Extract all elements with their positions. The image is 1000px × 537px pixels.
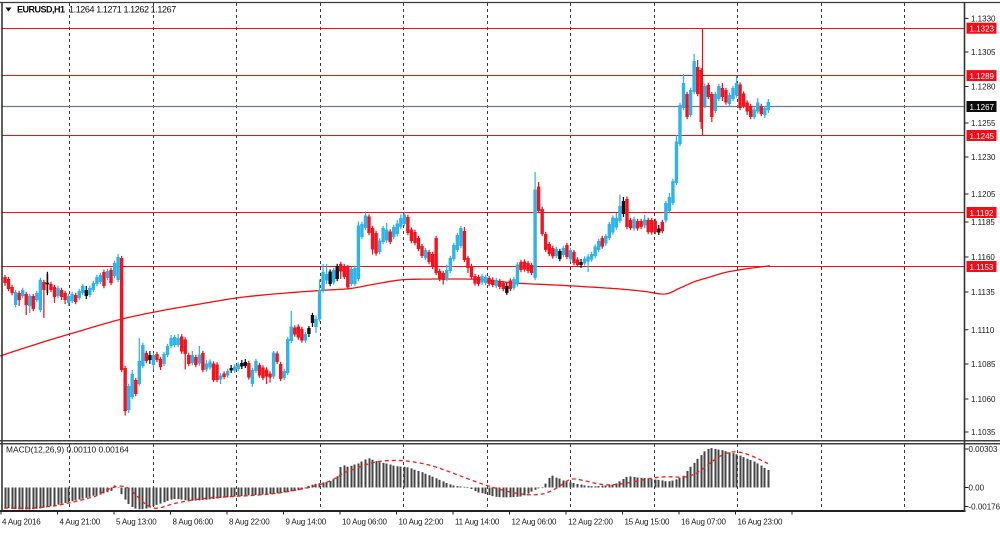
svg-text:9 Aug 14:00: 9 Aug 14:00	[286, 518, 327, 527]
svg-text:4 Aug 21:00: 4 Aug 21:00	[60, 518, 101, 527]
svg-text:1.1323: 1.1323	[970, 25, 995, 34]
svg-text:1.1280: 1.1280	[971, 83, 996, 92]
svg-text:1.1255: 1.1255	[971, 119, 996, 128]
svg-text:1.1060: 1.1060	[971, 395, 996, 404]
svg-text:11 Aug 14:00: 11 Aug 14:00	[455, 518, 500, 527]
svg-text:8 Aug 22:00: 8 Aug 22:00	[229, 518, 270, 527]
svg-text:10 Aug 22:00: 10 Aug 22:00	[399, 518, 445, 527]
svg-text:5 Aug 13:00: 5 Aug 13:00	[116, 518, 157, 527]
svg-text:12 Aug 22:00: 12 Aug 22:00	[568, 518, 614, 527]
svg-text:1.1267: 1.1267	[970, 103, 995, 112]
svg-text:12 Aug 06:00: 12 Aug 06:00	[512, 518, 558, 527]
svg-text:1.1035: 1.1035	[971, 428, 996, 437]
svg-text:1.1245: 1.1245	[970, 132, 995, 141]
svg-text:1.1264 1.1271 1.1262 1.1267: 1.1264 1.1271 1.1262 1.1267	[69, 5, 176, 15]
svg-text:16 Aug 23:00: 16 Aug 23:00	[738, 518, 784, 527]
svg-text:1.1110: 1.1110	[971, 326, 995, 335]
svg-text:1.1160: 1.1160	[971, 253, 995, 262]
svg-text:1.1289: 1.1289	[970, 72, 995, 81]
svg-text:16 Aug 07:00: 16 Aug 07:00	[681, 518, 727, 527]
svg-text:1.1135: 1.1135	[971, 288, 995, 297]
svg-text:1.1230: 1.1230	[971, 153, 996, 162]
svg-text:0.00303: 0.00303	[969, 445, 998, 454]
svg-text:0.00: 0.00	[969, 484, 985, 493]
svg-text:1.1085: 1.1085	[971, 360, 996, 369]
svg-text:-0.00176: -0.00176	[969, 503, 1000, 512]
svg-text:10 Aug 06:00: 10 Aug 06:00	[342, 518, 388, 527]
svg-text:MACD(12,26,9) 0.00110 0.00164: MACD(12,26,9) 0.00110 0.00164	[6, 445, 129, 455]
svg-text:1.1185: 1.1185	[971, 218, 995, 227]
svg-text:8 Aug 06:00: 8 Aug 06:00	[173, 518, 214, 527]
svg-text:EURUSD,H1: EURUSD,H1	[17, 5, 65, 15]
svg-text:1.1305: 1.1305	[971, 48, 996, 57]
svg-text:15 Aug 15:00: 15 Aug 15:00	[625, 518, 671, 527]
svg-text:1.1192: 1.1192	[970, 209, 994, 218]
svg-text:1.1330: 1.1330	[971, 15, 996, 24]
svg-text:1.1205: 1.1205	[971, 190, 996, 199]
svg-text:1.1153: 1.1153	[970, 263, 994, 272]
svg-text:4 Aug 2016: 4 Aug 2016	[2, 518, 41, 527]
